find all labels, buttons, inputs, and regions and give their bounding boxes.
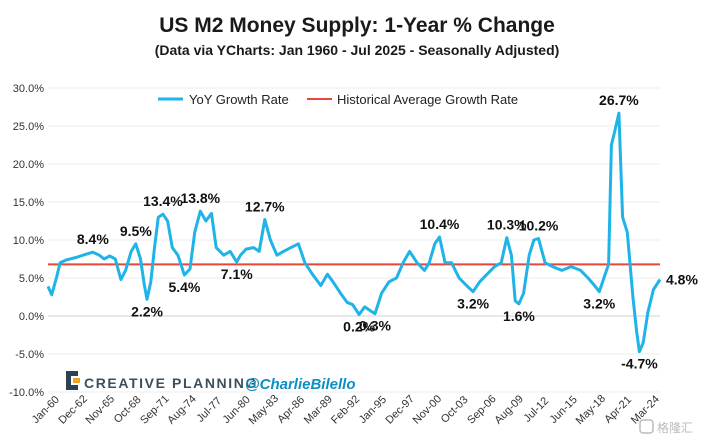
series-layer xyxy=(46,111,662,354)
logo-accent-icon xyxy=(73,378,80,383)
x-tick-label: Jul-12 xyxy=(522,395,552,425)
y-tick-label: 10.0% xyxy=(13,235,44,247)
x-tick-label: Aug-09 xyxy=(492,393,526,427)
x-tick-label: Oct-68 xyxy=(112,394,144,426)
data-label: 5.4% xyxy=(168,279,200,295)
data-label: 3.2% xyxy=(583,296,615,312)
y-gridlines xyxy=(48,87,660,393)
legend-label-yoy: YoY Growth Rate xyxy=(189,92,289,107)
data-label: 3.2% xyxy=(457,296,489,312)
data-label: 9.5% xyxy=(120,223,152,239)
watermark-text: 格隆汇 xyxy=(657,420,693,435)
x-tick-label: May-83 xyxy=(247,393,281,427)
x-tick-label: Feb-92 xyxy=(329,393,362,426)
x-tick-label: Nov-00 xyxy=(411,393,445,427)
author-handle: @CharlieBilello xyxy=(245,376,356,393)
data-label: 2.2% xyxy=(131,303,163,319)
x-tick-label: Jul-77 xyxy=(195,395,225,425)
x-tick-label: Jan-95 xyxy=(357,394,389,426)
y-axis-ticks: 30.0% 25.0% 20.0% 15.0% 10.0% 5.0% 0.0% -5.0% -1… xyxy=(9,83,44,399)
data-label: 13.8% xyxy=(180,190,220,206)
x-tick-label: Apr-86 xyxy=(275,394,307,426)
data-label: 10.4% xyxy=(420,216,460,232)
data-label: -4.7% xyxy=(621,356,658,372)
y-tick-label: 0.0% xyxy=(19,311,44,323)
x-tick-label: Sep-71 xyxy=(138,393,172,427)
y-tick-label: 25.0% xyxy=(13,121,44,133)
y-tick-label: -10.0% xyxy=(9,387,44,399)
data-label: 8.4% xyxy=(77,231,109,247)
x-axis-ticks: Jan-60Dec-62Nov-65Oct-68Sep-71Aug-74Jul-… xyxy=(30,393,662,427)
data-label: 13.4% xyxy=(143,193,183,209)
data-label: 1.6% xyxy=(503,308,535,324)
x-tick-label: Aug-74 xyxy=(165,393,199,427)
chart-title: US M2 Money Supply: 1-Year % Change xyxy=(159,14,555,37)
data-label: 10.3% xyxy=(487,217,527,233)
y-tick-label: 15.0% xyxy=(13,197,44,209)
x-tick-label: Sep-06 xyxy=(465,393,499,427)
data-label: 0.3% xyxy=(359,318,391,334)
x-tick-label: May-18 xyxy=(574,393,608,427)
x-tick-label: Dec-97 xyxy=(383,393,417,427)
chart-subtitle: (Data via YCharts: Jan 1960 - Jul 2025 -… xyxy=(154,42,560,58)
data-labels: 8.4% 9.5% 2.2% 13.4% 5.4% 13.8% 7.1% 12.7% 0.2%0… xyxy=(77,92,699,372)
gelonghui-watermark: 格隆汇 xyxy=(639,419,693,435)
legend-label-average: Historical Average Growth Rate xyxy=(337,92,518,107)
creative-planning-brand: CREATIVE PLANNING xyxy=(84,375,258,391)
legend: YoY Growth Rate Historical Average Growt… xyxy=(158,92,518,107)
x-tick-label: Oct-03 xyxy=(439,394,471,426)
data-label: 7.1% xyxy=(221,266,253,282)
y-tick-label: 20.0% xyxy=(13,159,44,171)
x-tick-label: Apr-21 xyxy=(602,394,634,426)
data-label: 12.7% xyxy=(245,198,285,214)
y-tick-label: 5.0% xyxy=(19,273,44,285)
y-tick-label: 30.0% xyxy=(13,83,44,95)
x-tick-label: Dec-62 xyxy=(56,393,90,427)
y-tick-label: -5.0% xyxy=(15,349,44,361)
logo-mark-icon xyxy=(66,371,78,390)
x-tick-label: Nov-65 xyxy=(84,393,118,427)
creative-planning-logo xyxy=(66,371,80,390)
data-label: 26.7% xyxy=(599,92,639,108)
x-tick-label: Mar-89 xyxy=(302,393,335,426)
data-label: 0.2% xyxy=(343,318,375,334)
data-label: 4.8% xyxy=(666,272,698,288)
yoy-growth-line xyxy=(46,111,662,354)
data-label: 10.2% xyxy=(519,217,559,233)
watermark-logo-icon xyxy=(639,419,654,434)
